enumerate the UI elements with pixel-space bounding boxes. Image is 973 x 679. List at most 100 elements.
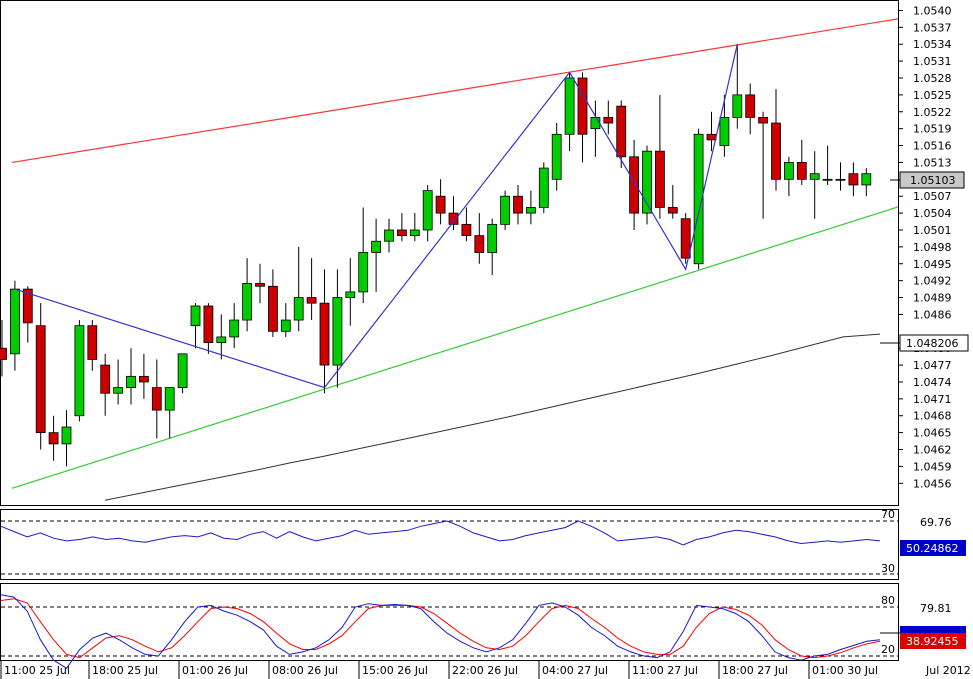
- candle-body: [732, 94, 743, 118]
- candle: [822, 145, 833, 185]
- candle-body: [164, 387, 175, 411]
- stoch-main-line: [0, 594, 881, 669]
- candle: [526, 190, 536, 225]
- candle: [771, 89, 781, 191]
- price-tick-label: 1.0507: [913, 190, 952, 203]
- candle: [719, 94, 730, 157]
- price-tick-label: 1.0525: [913, 89, 952, 102]
- time-axis: 11:00 25 Jul 18:00 25 Jul 01:00 26 Jul 08:0…: [0, 661, 878, 679]
- candle-body: [693, 133, 704, 265]
- current-price-label: 1.05103: [890, 171, 965, 189]
- ma-line: [104, 333, 881, 501]
- candle-body: [151, 387, 162, 411]
- candle: [551, 123, 562, 191]
- candle-body: [822, 178, 833, 181]
- ma-price-box: [899, 334, 969, 352]
- candle: [100, 353, 111, 416]
- candle-body: [461, 223, 472, 237]
- time-tick-label: 22:00 26 Jul: [452, 664, 518, 677]
- candle: [422, 184, 433, 242]
- stoch-current-text: 38.92455: [906, 635, 959, 648]
- time-tick-label: 15:00 26 Jul: [362, 664, 428, 677]
- price-tick-label: 1.0486: [913, 308, 952, 321]
- candle: [293, 246, 304, 332]
- candle: [216, 314, 227, 360]
- candle: [435, 179, 446, 225]
- candle: [487, 218, 498, 276]
- rsi-panel-frame: [0, 509, 899, 580]
- candle: [655, 94, 665, 219]
- price-tick-label: 1.0537: [913, 21, 952, 34]
- candle-body: [87, 325, 98, 360]
- time-tick-label: 11:00 27 Jul: [632, 664, 698, 677]
- candle: [35, 303, 46, 450]
- stoch-signal-box: [900, 626, 966, 633]
- candle: [603, 100, 614, 135]
- candle-body: [306, 297, 317, 304]
- rsi-scale-label: 69.76: [920, 516, 952, 529]
- candle: [306, 258, 317, 321]
- candle-body: [435, 195, 446, 214]
- stochastic-panel-frame: [0, 583, 899, 661]
- price-tick-label: 1.0540: [913, 4, 952, 17]
- candle: [616, 100, 627, 169]
- candle-body: [667, 207, 678, 214]
- candle-body: [861, 173, 872, 186]
- candle-body: [0, 347, 7, 360]
- price-panel-frame: [0, 0, 899, 506]
- stoch-signal-line: [0, 598, 881, 659]
- candle-body: [551, 133, 562, 180]
- moving-average: [104, 333, 881, 501]
- candle-body: [642, 150, 652, 214]
- candle: [629, 139, 639, 230]
- candle: [796, 139, 807, 185]
- price-tick-label: 1.0468: [913, 410, 952, 423]
- candle: [409, 213, 420, 242]
- candle: [332, 269, 343, 388]
- candle: [74, 320, 85, 422]
- price-tick-label: 1.0459: [913, 460, 952, 473]
- candle-body: [680, 218, 691, 259]
- candle: [242, 258, 253, 332]
- candle-body: [771, 122, 781, 180]
- current-price-box: [899, 171, 965, 189]
- candle-body: [203, 305, 214, 343]
- candle: [177, 353, 188, 394]
- candle: [396, 213, 407, 242]
- candle: [861, 168, 872, 197]
- candle: [642, 145, 652, 225]
- candle: [164, 387, 175, 439]
- candle-body: [564, 77, 575, 135]
- price-tick-label: 1.0495: [913, 258, 952, 271]
- candle-body: [629, 156, 639, 214]
- candle-body: [409, 229, 420, 237]
- ma-price-text: 1.048206: [906, 337, 959, 350]
- candle-body: [396, 229, 407, 237]
- stoch-scale-label: 79.81: [920, 602, 952, 615]
- candle-body: [538, 167, 549, 208]
- rsi-current-text: 50.24862: [906, 542, 959, 555]
- trend-lines: [11, 18, 899, 489]
- candle: [784, 156, 794, 197]
- candle-body: [384, 229, 394, 242]
- candle-body: [513, 195, 523, 214]
- candle: [590, 100, 601, 157]
- candle: [151, 359, 162, 439]
- stoch-level-label-80: 80: [881, 594, 895, 607]
- candle: [384, 218, 394, 253]
- candle-body: [22, 288, 33, 324]
- candle-body: [216, 336, 227, 343]
- time-tick-label: 01:00 26 Jul: [182, 664, 248, 677]
- candle: [358, 207, 369, 304]
- candle: [280, 303, 291, 337]
- candle-body: [229, 319, 240, 338]
- price-axis: 1.0540 1.0537 1.0534 1.0531 1.0528 1.0525 1.05…: [898, 4, 952, 490]
- candle-body: [319, 302, 330, 366]
- candle: [126, 348, 136, 405]
- candle-body: [332, 297, 343, 366]
- candle: [255, 263, 265, 304]
- candle: [448, 196, 459, 230]
- candle: [848, 162, 859, 197]
- candle-body: [100, 364, 111, 394]
